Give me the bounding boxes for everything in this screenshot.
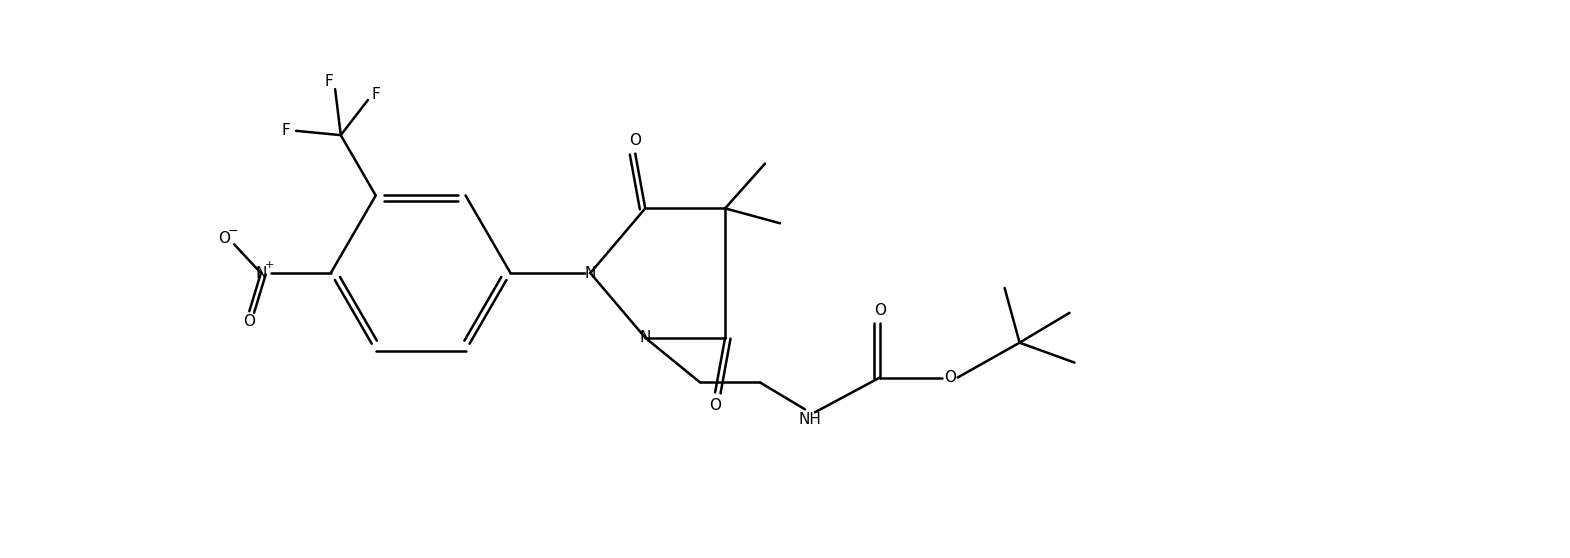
Text: F: F	[372, 86, 380, 102]
Text: F: F	[325, 74, 333, 89]
Text: O: O	[218, 231, 231, 246]
Text: −: −	[228, 225, 239, 238]
Text: N: N	[639, 330, 652, 345]
Text: F: F	[281, 123, 290, 138]
Text: N: N	[256, 266, 267, 281]
Text: NH: NH	[799, 412, 821, 427]
Text: O: O	[874, 304, 885, 319]
Text: O: O	[630, 133, 641, 148]
Text: N: N	[584, 266, 597, 281]
Text: O: O	[710, 398, 721, 413]
Text: O: O	[944, 370, 956, 385]
Text: +: +	[265, 260, 275, 270]
Text: O: O	[243, 314, 256, 329]
